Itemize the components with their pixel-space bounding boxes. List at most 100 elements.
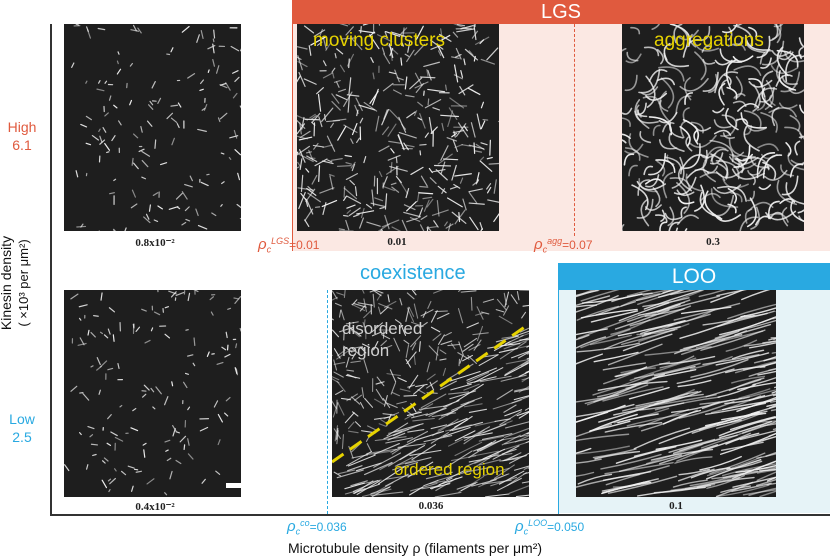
filament	[112, 334, 115, 342]
filament	[439, 349, 447, 355]
disordered-line-2: region	[342, 341, 390, 360]
filament	[440, 34, 451, 41]
filament	[714, 71, 739, 94]
filament	[397, 377, 407, 383]
filament	[742, 489, 776, 496]
filament	[374, 398, 385, 406]
filament	[618, 302, 670, 322]
filament	[458, 84, 474, 95]
filament	[451, 56, 460, 59]
filament	[332, 329, 340, 338]
filament	[113, 104, 118, 109]
filament	[445, 450, 473, 468]
filament	[504, 438, 529, 445]
filament	[153, 219, 159, 222]
filament	[413, 303, 419, 319]
filament	[580, 290, 620, 302]
filament	[693, 184, 706, 212]
filament	[333, 361, 346, 365]
filament	[493, 179, 497, 194]
filament	[366, 443, 372, 453]
filament	[424, 99, 442, 109]
filament	[220, 152, 225, 155]
filament	[373, 443, 400, 455]
filament	[399, 180, 409, 195]
filament	[360, 26, 362, 34]
filament	[332, 378, 340, 384]
filament	[206, 351, 210, 358]
co-threshold-line	[327, 290, 328, 514]
filament	[781, 75, 798, 85]
filament	[679, 77, 709, 92]
filament	[225, 331, 228, 339]
filament	[503, 404, 517, 413]
filament	[184, 183, 193, 188]
filament	[432, 333, 442, 341]
filament	[476, 172, 480, 184]
filament	[322, 60, 327, 67]
filament	[403, 142, 409, 151]
filament	[438, 410, 455, 420]
y-axis-line	[50, 24, 52, 515]
filament	[416, 191, 420, 203]
filament	[343, 345, 353, 353]
filament	[651, 24, 661, 31]
filament	[143, 216, 151, 224]
phase-boundary-dash	[332, 322, 529, 464]
filament	[344, 488, 366, 495]
filament	[576, 295, 611, 307]
filament	[393, 337, 401, 352]
filament	[462, 198, 467, 211]
filament	[713, 213, 742, 222]
filament	[305, 188, 316, 203]
filament	[184, 206, 190, 212]
filament	[447, 343, 460, 347]
filament	[299, 122, 302, 135]
filament	[157, 97, 162, 104]
filament	[90, 365, 94, 368]
filament	[141, 150, 151, 157]
filament	[775, 63, 794, 91]
filament	[388, 109, 400, 121]
filament	[589, 334, 632, 346]
filament	[382, 126, 390, 136]
filament	[410, 482, 438, 492]
filament	[468, 439, 497, 459]
filament	[699, 396, 750, 405]
filament	[415, 25, 424, 40]
filament	[441, 122, 445, 131]
filament	[470, 296, 473, 311]
filament	[494, 418, 511, 422]
filament	[160, 162, 168, 166]
filament	[698, 290, 727, 298]
filament	[454, 173, 472, 177]
filament	[743, 460, 776, 475]
filament	[348, 207, 361, 217]
lgs-rho: ρ	[258, 236, 267, 253]
filament	[346, 373, 357, 379]
filament	[644, 346, 712, 356]
filament	[456, 24, 466, 27]
filament	[702, 71, 719, 92]
filament	[468, 457, 490, 463]
filament	[308, 45, 312, 56]
filament	[504, 334, 524, 345]
filament	[670, 483, 716, 491]
filament	[452, 139, 459, 153]
filament	[677, 196, 695, 205]
filament	[390, 382, 397, 395]
filament	[155, 386, 162, 395]
filament	[326, 135, 336, 152]
filament	[378, 171, 383, 178]
filament	[447, 110, 454, 128]
filament	[662, 171, 674, 199]
filament	[668, 438, 716, 454]
filament	[643, 326, 681, 335]
filament	[437, 422, 454, 431]
moving-clusters-label: moving clusters	[313, 30, 445, 51]
filament	[779, 198, 796, 205]
filament	[668, 221, 680, 231]
filament	[124, 227, 127, 231]
filament	[642, 297, 690, 308]
filament	[417, 101, 424, 107]
